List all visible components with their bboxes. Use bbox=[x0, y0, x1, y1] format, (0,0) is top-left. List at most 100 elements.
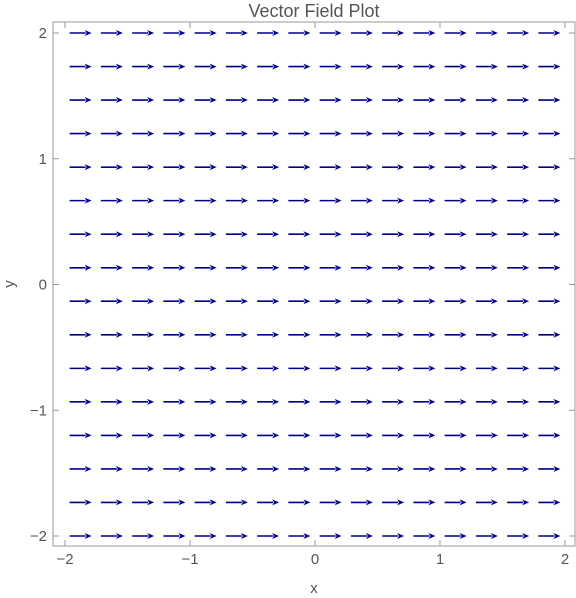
vector-arrow bbox=[100, 97, 123, 104]
vector-arrow bbox=[69, 432, 92, 439]
vector-arrow bbox=[163, 432, 186, 439]
chart-title: Vector Field Plot bbox=[248, 1, 379, 21]
vector-arrow bbox=[288, 499, 311, 506]
vector-arrow bbox=[69, 499, 92, 506]
vector-arrow bbox=[382, 465, 405, 472]
vector-arrow bbox=[475, 231, 498, 238]
vector-arrow bbox=[225, 432, 248, 439]
vector-arrow bbox=[382, 264, 405, 271]
vector-arrow bbox=[257, 30, 280, 36]
plot-frame bbox=[52, 21, 576, 547]
vector-arrow bbox=[132, 63, 155, 70]
vector-arrow bbox=[163, 365, 186, 372]
vector-arrow bbox=[257, 164, 280, 171]
x-tick-label: −2 bbox=[56, 551, 73, 568]
vector-arrow bbox=[413, 298, 436, 305]
vector-arrow bbox=[350, 365, 373, 372]
vector-arrow bbox=[382, 331, 405, 338]
vector-arrow bbox=[444, 97, 467, 104]
vector-arrow bbox=[475, 264, 498, 271]
vector-arrow bbox=[100, 264, 123, 271]
vector-arrow bbox=[413, 30, 436, 36]
vector-arrow bbox=[507, 365, 530, 372]
vector-arrow bbox=[132, 465, 155, 472]
vector-arrow bbox=[163, 398, 186, 405]
vector-arrow bbox=[100, 398, 123, 405]
vector-arrow bbox=[538, 197, 561, 204]
vector-arrow bbox=[163, 130, 186, 137]
vector-arrow bbox=[319, 365, 342, 372]
vector-arrow bbox=[288, 432, 311, 439]
vector-arrow bbox=[507, 97, 530, 104]
vector-arrow bbox=[194, 298, 217, 305]
vector-arrow bbox=[132, 398, 155, 405]
vector-arrow bbox=[257, 298, 280, 305]
vector-arrow bbox=[100, 197, 123, 204]
vector-arrow bbox=[319, 264, 342, 271]
vector-arrow bbox=[319, 130, 342, 137]
vector-arrow bbox=[538, 298, 561, 305]
vector-arrow bbox=[257, 130, 280, 137]
vector-arrow bbox=[319, 465, 342, 472]
vector-arrow bbox=[257, 231, 280, 238]
vector-arrow bbox=[507, 298, 530, 305]
y-tick-label: −2 bbox=[30, 528, 47, 545]
vector-arrow bbox=[257, 63, 280, 70]
vector-arrow bbox=[413, 432, 436, 439]
vector-arrow bbox=[225, 331, 248, 338]
vector-arrow bbox=[444, 264, 467, 271]
vector-arrow bbox=[69, 197, 92, 204]
vector-arrow bbox=[194, 365, 217, 372]
vector-arrow bbox=[288, 63, 311, 70]
vector-arrow bbox=[132, 97, 155, 104]
vector-arrow bbox=[132, 298, 155, 305]
vector-arrow bbox=[507, 30, 530, 36]
vector-arrow bbox=[538, 365, 561, 372]
vector-arrows bbox=[69, 30, 561, 539]
vector-arrow bbox=[475, 298, 498, 305]
vector-arrow bbox=[288, 365, 311, 372]
vector-arrow bbox=[132, 533, 155, 539]
vector-arrow bbox=[225, 30, 248, 36]
vector-arrow bbox=[382, 298, 405, 305]
vector-arrow bbox=[507, 432, 530, 439]
vector-arrow bbox=[69, 398, 92, 405]
vector-arrow bbox=[538, 63, 561, 70]
vector-arrow bbox=[163, 30, 186, 36]
vector-arrow bbox=[350, 97, 373, 104]
vector-arrow bbox=[194, 432, 217, 439]
vector-arrow bbox=[225, 63, 248, 70]
vector-arrow bbox=[350, 264, 373, 271]
vector-arrow bbox=[507, 197, 530, 204]
vector-arrow bbox=[225, 197, 248, 204]
vector-arrow bbox=[382, 533, 405, 539]
vector-arrow bbox=[350, 130, 373, 137]
vector-arrow bbox=[225, 499, 248, 506]
vector-arrow bbox=[100, 365, 123, 372]
vector-arrow bbox=[257, 533, 280, 539]
vector-arrow bbox=[350, 298, 373, 305]
vector-arrow bbox=[132, 331, 155, 338]
vector-arrow bbox=[194, 465, 217, 472]
vector-arrow bbox=[444, 365, 467, 372]
vector-arrow bbox=[132, 130, 155, 137]
vector-arrow bbox=[475, 331, 498, 338]
vector-arrow bbox=[194, 30, 217, 36]
vector-arrow bbox=[69, 465, 92, 472]
vector-arrow bbox=[100, 164, 123, 171]
vector-arrow bbox=[163, 264, 186, 271]
vector-arrow bbox=[350, 432, 373, 439]
x-axis-label: x bbox=[310, 580, 318, 597]
vector-arrow bbox=[444, 499, 467, 506]
vector-arrow bbox=[100, 30, 123, 36]
vector-arrow bbox=[163, 197, 186, 204]
vector-arrow bbox=[538, 398, 561, 405]
vector-arrow bbox=[288, 298, 311, 305]
vector-arrow bbox=[100, 533, 123, 539]
vector-arrow bbox=[69, 63, 92, 70]
y-tick-label: 2 bbox=[39, 25, 47, 42]
vector-arrow bbox=[538, 331, 561, 338]
vector-arrow bbox=[163, 533, 186, 539]
vector-arrow bbox=[475, 63, 498, 70]
vector-arrow bbox=[507, 231, 530, 238]
